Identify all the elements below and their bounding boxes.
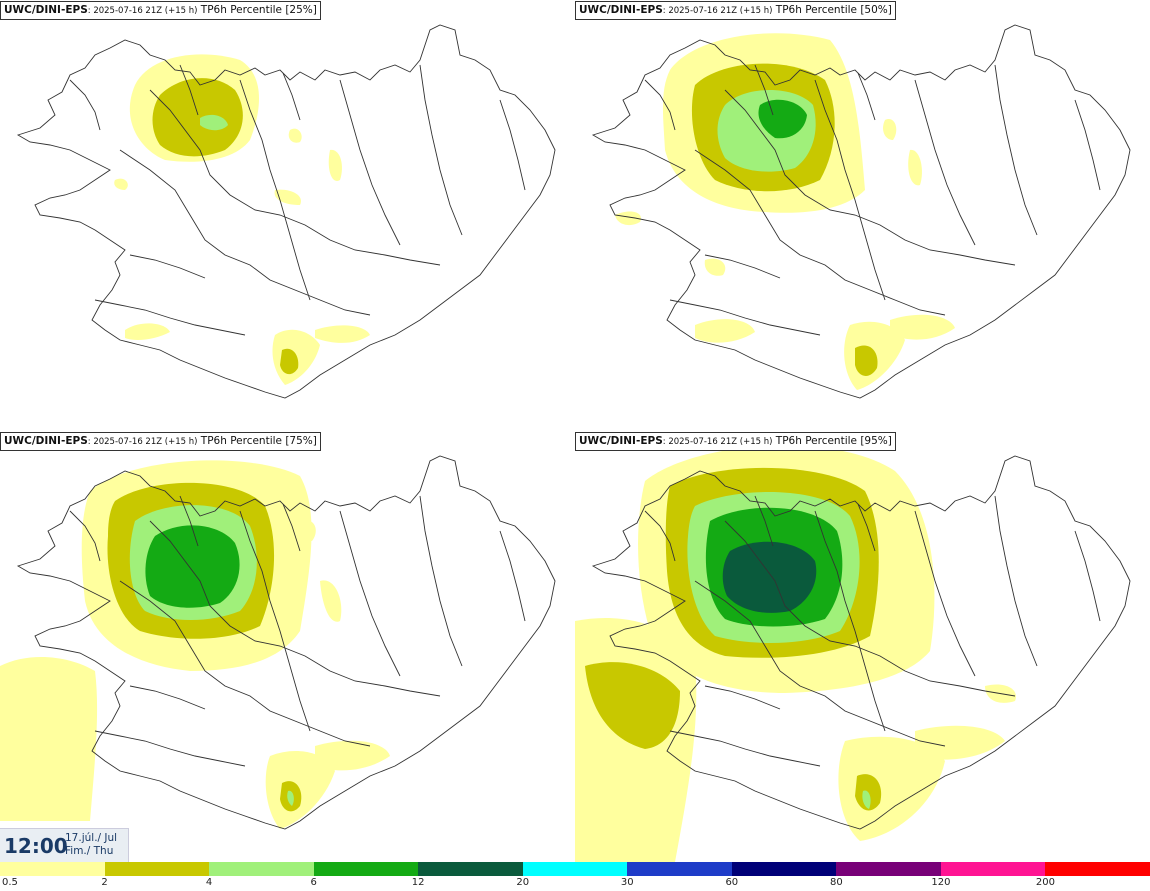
legend-swatch <box>940 862 1046 876</box>
map-panel-p50: UWC/DINI-EPS: 2025-07-16 21Z (+15 h) TP6… <box>575 0 1150 431</box>
legend-label: 20 <box>516 877 530 888</box>
valid-date-line1: 17.júl./ Jul <box>65 832 118 844</box>
legend-swatch <box>313 862 419 876</box>
legend-label: 60 <box>725 877 739 888</box>
valid-date: 17.júl./ Jul Fim./ Thu <box>65 832 117 858</box>
valid-time-box: 12:00 17.júl./ Jul Fim./ Thu <box>0 828 129 862</box>
legend-swatch <box>104 862 210 876</box>
precip-map <box>592 24 1131 399</box>
legend-swatch <box>209 862 315 876</box>
legend-label: 30 <box>620 877 634 888</box>
legend-swatch <box>0 862 106 876</box>
panel-title: UWC/DINI-EPS: 2025-07-16 21Z (+15 h) TP6… <box>0 432 321 451</box>
legend-label: 12 <box>411 877 425 888</box>
legend-swatch <box>1045 862 1150 876</box>
valid-date-line2: Fim./ Thu <box>65 845 114 857</box>
legend-label: 120 <box>931 877 951 888</box>
precip-map <box>575 445 1131 862</box>
panel-title: UWC/DINI-EPS: 2025-07-16 21Z (+15 h) TP6… <box>0 1 321 20</box>
legend-swatch <box>522 862 628 876</box>
legend-swatch <box>418 862 524 876</box>
legend-label: 6 <box>310 877 317 888</box>
legend-swatch <box>836 862 942 876</box>
panel-title: UWC/DINI-EPS: 2025-07-16 21Z (+15 h) TP6… <box>575 1 896 20</box>
legend-swatch <box>627 862 733 876</box>
panel-title: UWC/DINI-EPS: 2025-07-16 21Z (+15 h) TP6… <box>575 432 896 451</box>
color-legend: 0.5 2 4 6 12 20 30 60 80 120 200 <box>0 862 1150 891</box>
legend-label: 2 <box>101 877 108 888</box>
legend-label: 200 <box>1035 877 1055 888</box>
legend-label: 4 <box>205 877 213 888</box>
legend-label: 0.5 <box>2 877 18 888</box>
map-panel-p25: UWC/DINI-EPS: 2025-07-16 21Z (+15 h) TP6… <box>0 0 575 431</box>
map-panel-p75: UWC/DINI-EPS: 2025-07-16 21Z (+15 h) TP6… <box>0 431 575 862</box>
valid-time: 12:00 <box>4 834 68 858</box>
legend-label: 80 <box>829 877 843 888</box>
map-panel-p95: UWC/DINI-EPS: 2025-07-16 21Z (+15 h) TP6… <box>575 431 1150 862</box>
legend-swatch <box>731 862 837 876</box>
precip-map <box>17 24 556 399</box>
precip-map <box>0 455 556 830</box>
